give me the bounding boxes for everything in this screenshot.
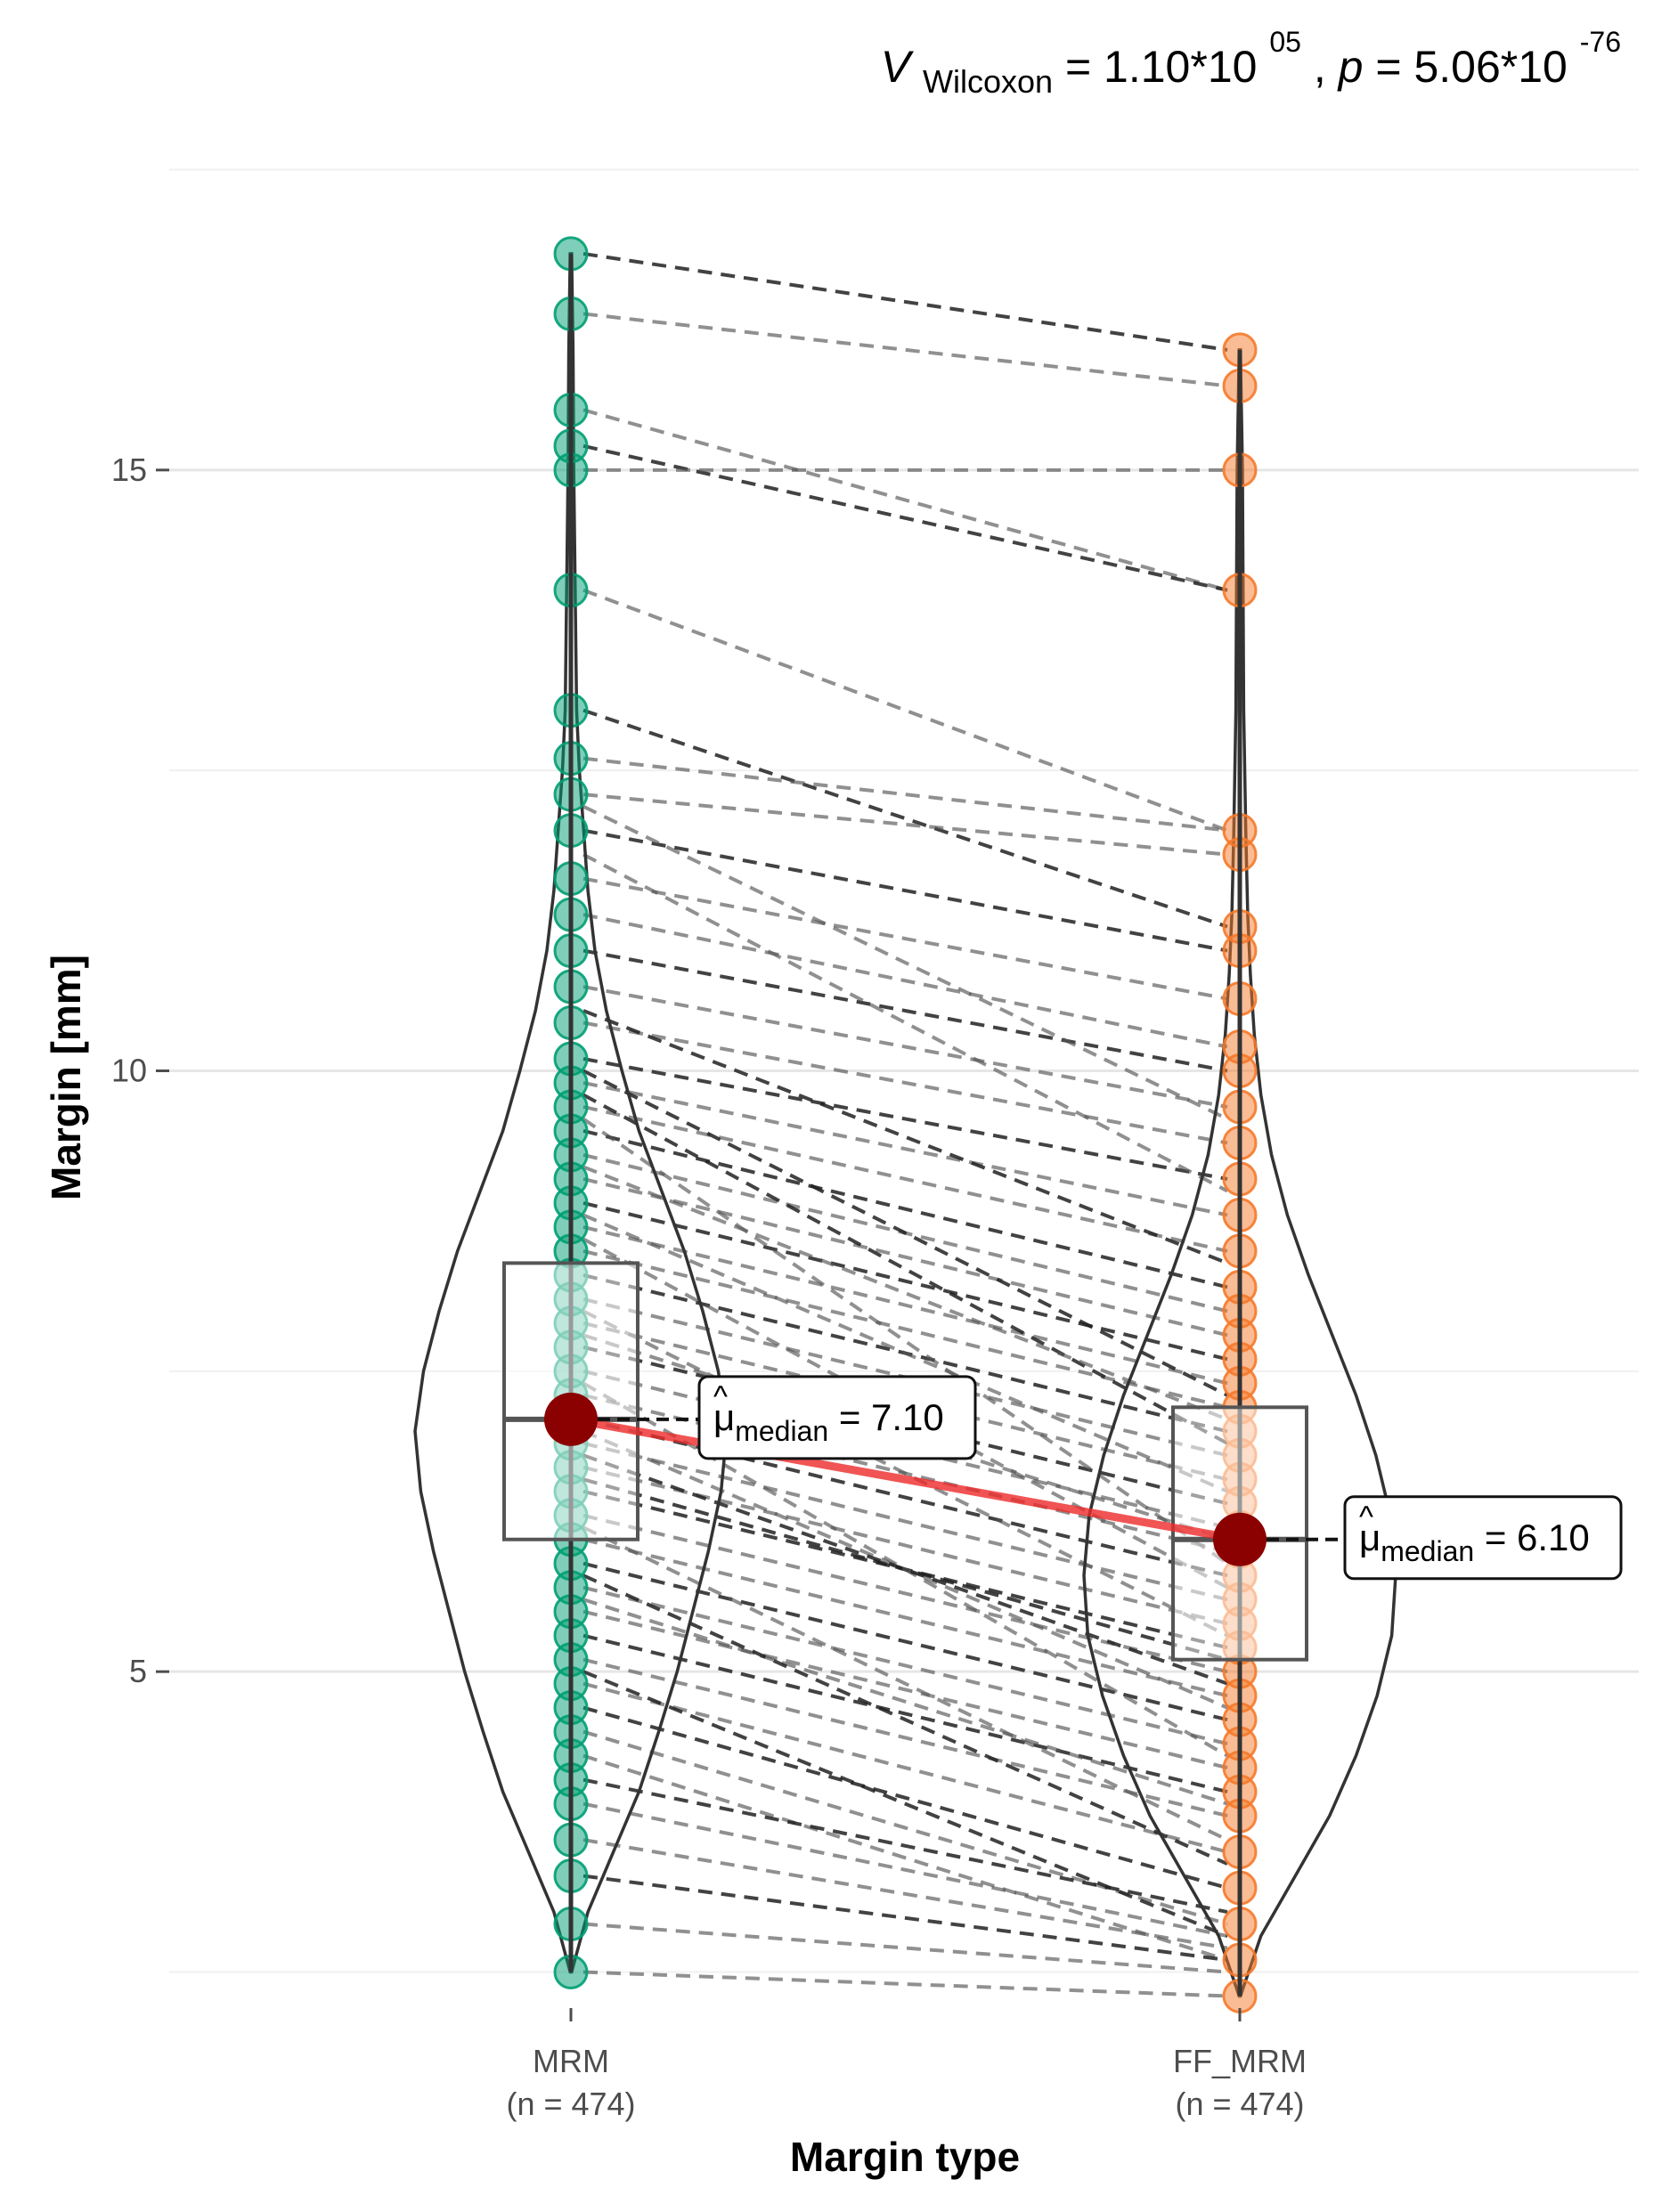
x-axis-title: Margin type (790, 2134, 1020, 2180)
median-dot (1213, 1512, 1267, 1566)
paired-line (582, 1176, 1228, 1338)
paired-line (582, 828, 1228, 953)
paired-line (582, 985, 1228, 1109)
paired-line (582, 1801, 1228, 1938)
paired-line (582, 1105, 1228, 1253)
paired-line (582, 588, 1228, 833)
paired-line (582, 756, 1228, 833)
p-symbol: p (1337, 42, 1364, 92)
p-exponent: -76 (1580, 26, 1621, 58)
paired-line (582, 1970, 1228, 1998)
paired-line (582, 1117, 1229, 1565)
paired-line (582, 1213, 1228, 1493)
paired-line (582, 1021, 1228, 1145)
boxplots (502, 1261, 1308, 1662)
paired-line (582, 708, 1228, 929)
paired-line (582, 913, 1228, 1049)
x-tick-n-label: (n = 474) (506, 2086, 635, 2122)
mu-symbol: μ (1359, 1517, 1381, 1558)
paired-line (582, 443, 1228, 592)
paired-line (582, 408, 1228, 592)
paired-line (582, 1453, 1228, 1686)
paired-line (582, 1224, 1228, 1386)
paired-line (582, 1465, 1228, 1626)
paired-line (582, 1081, 1228, 1217)
paired-line (582, 852, 1228, 1193)
paired-line (582, 1309, 1228, 1638)
paired-line (582, 1537, 1228, 1698)
p-mantissa: 5.06*10 (1413, 42, 1567, 92)
y-tick-label: 15 (111, 451, 147, 488)
paired-line (582, 1248, 1228, 1410)
paired-line (582, 1922, 1228, 1974)
paired-lines (582, 251, 1229, 1998)
stat-symbol: V (881, 42, 915, 92)
paired-line (582, 1561, 1228, 1722)
paired-line (582, 1753, 1228, 1962)
paired-line (582, 312, 1228, 388)
paired-line (582, 1705, 1228, 1890)
median-subscript: median (1381, 1535, 1474, 1567)
paired-line (582, 876, 1228, 1001)
paired-line (582, 804, 1228, 1121)
stat-mantissa: 1.10*10 (1104, 42, 1257, 92)
y-tick-label: 5 (129, 1653, 147, 1689)
paired-line (582, 1200, 1228, 1362)
hat-glyph: ^ (1359, 1500, 1373, 1534)
y-tick-label: 10 (111, 1053, 147, 1089)
paired-line (582, 1129, 1228, 1289)
grid-lines (169, 168, 1639, 1973)
paired-line (582, 1057, 1228, 1181)
paired-line (582, 1237, 1228, 1590)
paired-line (582, 1441, 1228, 1602)
median-label-box (1343, 1495, 1623, 1581)
stat-subscript: Wilcoxon (923, 63, 1053, 100)
median-connector (544, 1392, 1267, 1566)
paired-line (582, 1598, 1228, 1806)
paired-line (582, 1429, 1228, 1710)
median-value: = 7.10 (828, 1396, 944, 1438)
stat-exponent: 05 (1269, 26, 1301, 58)
x-tick-labels: MRM (n = 474) FF_MRM (n = 474) (506, 2008, 1307, 2122)
paired-line (582, 793, 1228, 857)
median-subscript: median (735, 1415, 828, 1447)
x-tick-label: MRM (533, 2043, 609, 2079)
hat-glyph: ^ (713, 1380, 728, 1414)
paired-line (582, 1657, 1228, 1818)
median-value: = 6.10 (1474, 1517, 1590, 1558)
paired-line (582, 1093, 1228, 1445)
median-label-text: ^μmedian = 7.10 (713, 1380, 944, 1447)
paired-line (582, 1681, 1228, 1854)
paired-line (582, 1585, 1228, 1746)
paired-line (582, 1513, 1228, 1674)
paired-line (582, 1525, 1228, 1842)
paired-line (582, 1069, 1228, 1397)
paired-line (582, 251, 1228, 352)
mu-symbol: μ (713, 1396, 735, 1438)
paired-line (582, 1777, 1228, 1915)
paired-line (582, 1417, 1228, 1578)
median-labels: ^μmedian = 7.10^μmedian = 6.10 (598, 1375, 1623, 1581)
median-dot (544, 1392, 598, 1446)
paired-line (582, 1609, 1228, 1770)
y-axis-title: Margin [mm] (43, 955, 89, 1200)
x-tick-label: FF_MRM (1173, 2043, 1307, 2079)
x-tick-n-label: (n = 474) (1175, 2086, 1304, 2122)
paired-line (582, 948, 1228, 1073)
paired-line (582, 1838, 1228, 1950)
paired-line (582, 1633, 1228, 1794)
chart-subtitle: V Wilcoxon = 1.10*10 05 , p = 5.06*10 -7… (881, 12, 1621, 102)
median-label-text: ^μmedian = 6.10 (1359, 1500, 1590, 1567)
median-connector-line (570, 1415, 1241, 1544)
median-label-box (697, 1375, 977, 1460)
paired-line (582, 1670, 1228, 1938)
paired-line (582, 1874, 1228, 1963)
y-tick-labels: 5 10 15 (111, 451, 169, 1689)
